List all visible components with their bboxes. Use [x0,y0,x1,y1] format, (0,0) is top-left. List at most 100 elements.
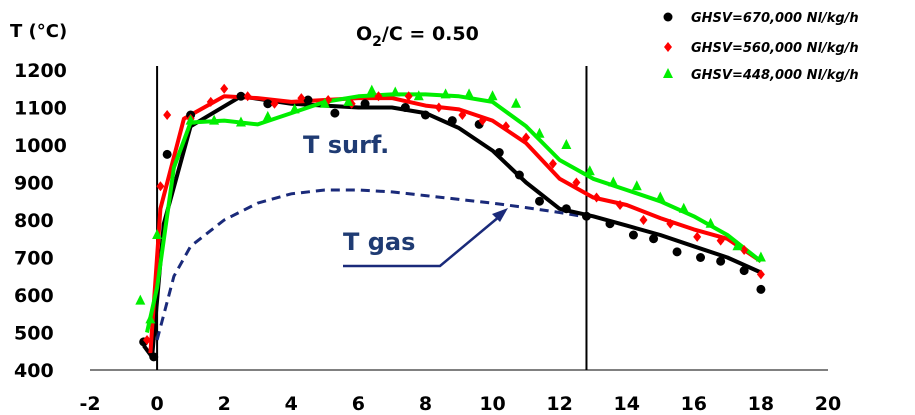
y-tick-label: 600 [14,285,54,307]
data-point [487,90,498,101]
legend-label: GHSV=448,000 Nl/kg/h [691,68,859,83]
x-tick-label: 2 [218,393,231,415]
gas-temperature-curve [155,188,587,341]
data-point [756,284,766,294]
y-tick-label: 900 [14,173,54,195]
data-point [262,110,273,121]
data-point [270,98,279,109]
x-tick-label: 20 [815,393,841,415]
y-tick-label: 500 [14,323,54,345]
data-point [649,234,659,244]
data-point [534,127,545,138]
data-point [156,181,165,192]
data-point [143,335,152,345]
data-point [693,231,702,242]
data-point [374,91,383,102]
data-point [478,115,487,126]
arrow-line [343,215,501,268]
data-point [608,176,619,187]
data-point [631,180,642,191]
y-tick-label: 1200 [14,60,67,82]
data-point [592,192,601,203]
data-point [464,88,475,99]
y-tick-label: 1100 [14,98,67,120]
data-point [584,165,595,176]
x-tick-label: 4 [285,393,298,415]
x-tick-label: 6 [352,393,365,415]
data-point [420,110,430,120]
data-point [672,247,682,257]
x-tick-label: -2 [79,393,100,415]
data-point [434,102,443,113]
data-point [289,103,300,114]
y-tick-label: 700 [14,248,54,270]
data-point [501,121,510,132]
data-point [263,99,273,109]
series-markers-group [135,83,766,362]
series-line [145,92,763,333]
data-point [220,83,229,94]
data-point [366,84,377,95]
y-tick-label: 1000 [14,135,67,157]
data-point [319,97,330,108]
data-point [732,240,743,251]
annotation-arrow [343,208,508,268]
data-point [149,352,159,362]
data-point [413,90,424,101]
series-line [142,94,762,359]
data-point [494,148,504,157]
legend-marker [664,42,672,52]
axes-group: 1200 1100 1000 900 800 700 600 500 400 -2 0 2 4 6 8 10 1… [14,60,841,415]
data-point [739,266,749,276]
data-point [514,170,524,180]
data-point [561,204,571,214]
x-tick-label: 16 [681,393,707,415]
data-point [755,251,766,262]
data-point [561,139,572,149]
data-point [390,86,401,97]
data-point [511,97,522,108]
data-point [235,116,246,127]
chart-title-suffix: /C = 0.50 [382,23,479,45]
x-tick-label: 0 [150,393,163,415]
legend-marker [663,68,673,78]
data-point [297,93,306,104]
data-point [581,211,591,221]
legend-label: GHSV=670,000 Nl/kg/h [691,11,859,26]
data-point [696,253,706,262]
x-tick-label: 14 [614,393,640,415]
data-point [678,202,689,213]
data-point [163,110,172,120]
data-point [243,91,252,102]
data-point [185,114,196,125]
data-point [458,110,467,120]
data-point [548,158,557,169]
data-point [716,256,726,266]
data-point [145,313,156,324]
data-point [152,229,163,239]
legend-marker [663,12,673,22]
data-point [303,95,313,105]
data-point [330,108,340,118]
data-point [404,91,413,102]
x-tick-label: 10 [479,393,505,415]
data-point [135,294,146,305]
data-point [440,88,451,99]
annotation-t-gas: T gas [343,228,415,256]
legend: GHSV=670,000 Nl/kg/h GHSV=560,000 Nl/kg/h… [663,11,859,83]
y-axis-title: T (°C) [10,21,67,42]
chart-title-subscript: 2 [372,34,382,50]
data-point [756,269,765,280]
data-point [639,215,648,225]
x-tick-label: 12 [546,393,572,415]
y-tick-label: 400 [14,360,54,382]
data-point [343,95,354,106]
data-point [209,114,220,125]
data-point [572,177,581,188]
data-point [400,103,410,112]
y-tick-label: 800 [14,210,54,232]
data-point [535,196,545,206]
data-point [616,200,625,210]
legend-label: GHSV=560,000 Nl/kg/h [691,41,859,56]
data-point [447,116,457,126]
